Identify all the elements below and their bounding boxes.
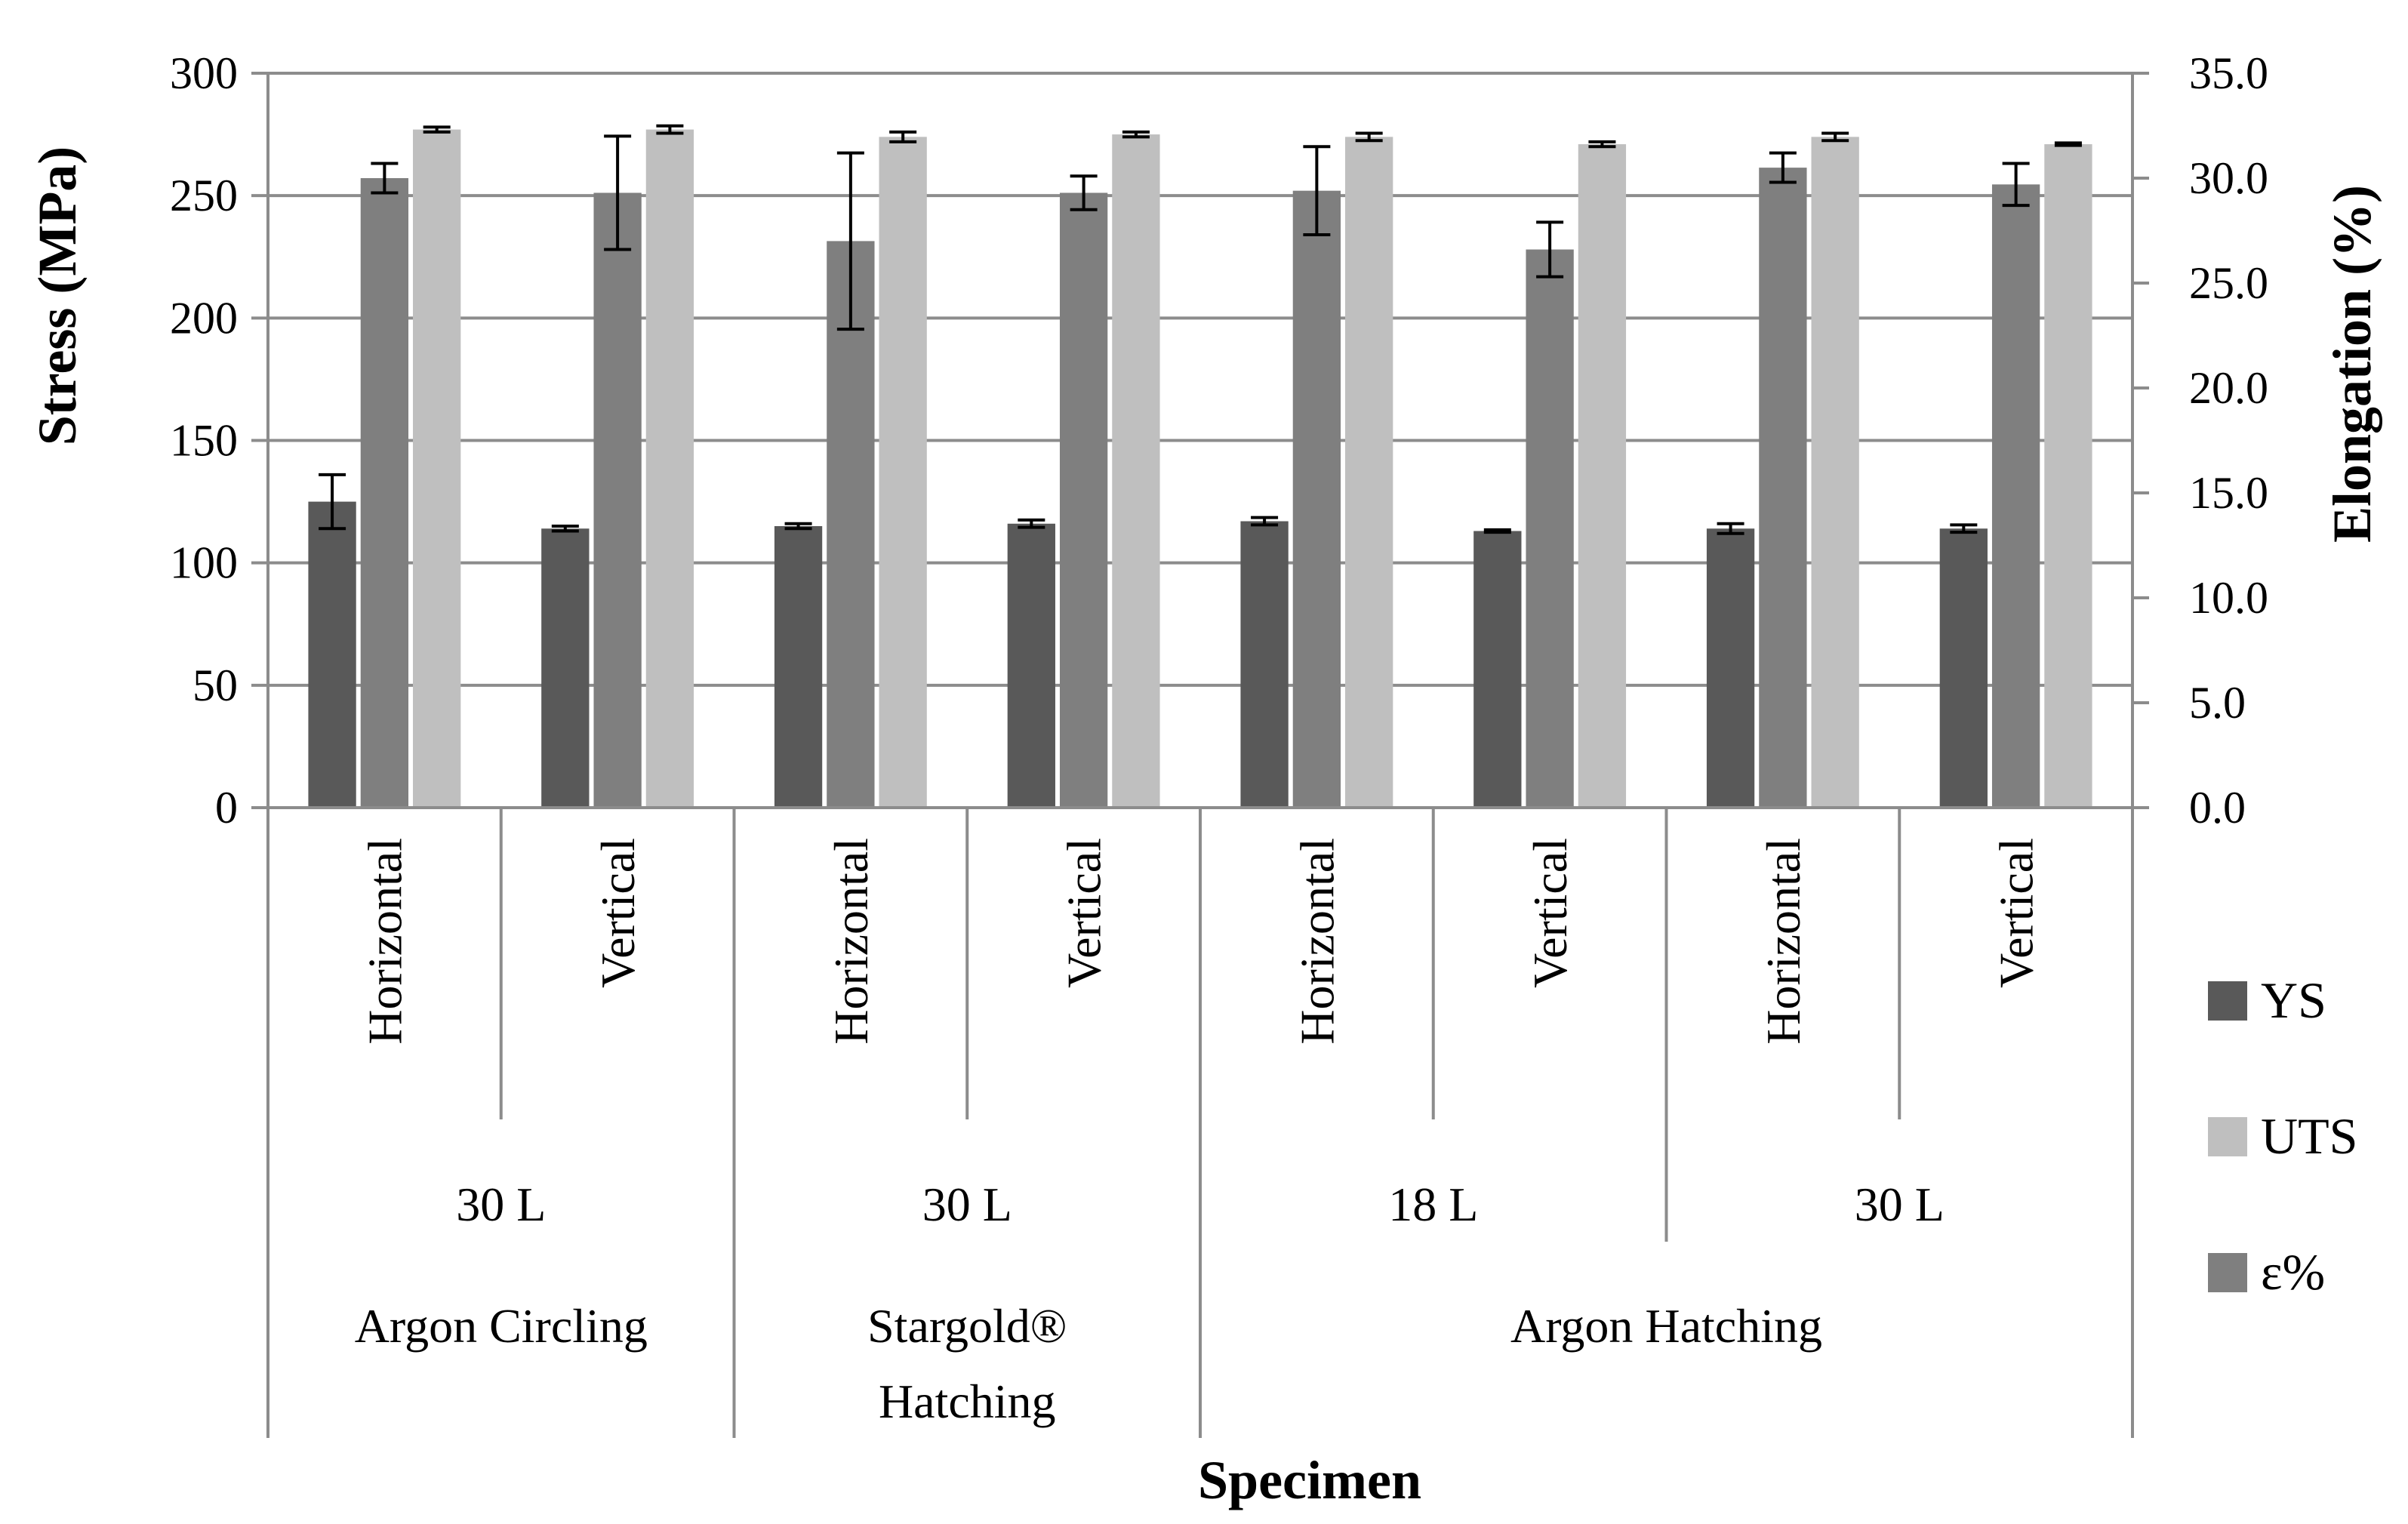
bar-εpct-1 xyxy=(593,192,642,808)
group-label: Hatching xyxy=(879,1375,1056,1428)
bar-uts-2 xyxy=(879,137,927,808)
y-axis-title: Stress (MPa) xyxy=(27,146,88,446)
category-label: Horizontal xyxy=(358,838,411,1045)
y-tick-label: 100 xyxy=(170,538,238,588)
y2-tick-label: 5.0 xyxy=(2189,678,2246,728)
category-label: Vertical xyxy=(1523,838,1577,988)
bar-ys-0 xyxy=(308,501,356,808)
bar-uts-6 xyxy=(1811,137,1859,808)
category-label: Vertical xyxy=(1990,838,2043,988)
legend-label: ε% xyxy=(2261,1243,2325,1301)
y-tick-label: 150 xyxy=(170,416,238,466)
bars xyxy=(308,124,2092,808)
bar-uts-7 xyxy=(2044,144,2092,808)
legend-label: YS xyxy=(2261,971,2326,1029)
subgroup-label: 30 L xyxy=(922,1178,1012,1231)
bar-εpct-0 xyxy=(360,178,409,808)
bar-ys-3 xyxy=(1007,523,1055,808)
group-label: Argon Circling xyxy=(355,1299,648,1353)
x-axis-title: Specimen xyxy=(1198,1450,1421,1510)
legend-swatch xyxy=(2208,1253,2247,1292)
category-label: Horizontal xyxy=(824,838,878,1045)
legend-swatch xyxy=(2208,981,2247,1021)
subgroup-label: 30 L xyxy=(456,1178,546,1231)
bar-uts-3 xyxy=(1112,134,1160,808)
y2-tick-label: 30.0 xyxy=(2189,153,2268,203)
category-label: Vertical xyxy=(1058,838,1111,988)
bar-ys-1 xyxy=(541,528,590,808)
labels: 0 50 100 150 200 250 300 0.0 5.0 10.0 15.0 20.0 25.0… xyxy=(170,48,2268,1428)
y-tick-label: 300 xyxy=(170,48,238,98)
axes xyxy=(251,72,2149,1438)
y-tick-label: 200 xyxy=(170,293,238,343)
y2-tick-label: 20.0 xyxy=(2189,363,2268,413)
bar-εpct-5 xyxy=(1526,249,1574,808)
bar-uts-5 xyxy=(1578,144,1627,808)
y2-tick-label: 15.0 xyxy=(2189,468,2268,518)
bar-uts-0 xyxy=(413,129,461,808)
bar-ys-6 xyxy=(1706,528,1755,808)
bar-εpct-2 xyxy=(827,241,875,808)
bar-εpct-6 xyxy=(1759,168,1807,808)
group-label: Stargold® xyxy=(867,1299,1067,1353)
category-label: Horizontal xyxy=(1290,838,1344,1045)
y2-tick-label: 0.0 xyxy=(2189,783,2246,833)
category-label: Vertical xyxy=(591,838,645,988)
bar-ys-5 xyxy=(1473,531,1522,808)
y-tick-label: 50 xyxy=(192,660,238,710)
legend-swatch xyxy=(2208,1117,2247,1156)
bar-uts-4 xyxy=(1345,137,1393,808)
category-label: Horizontal xyxy=(1757,838,1810,1045)
y2-axis-title: Elongation (%) xyxy=(2322,185,2382,543)
bar-ys-4 xyxy=(1240,521,1289,808)
y2-tick-label: 25.0 xyxy=(2189,258,2268,308)
bar-ys-7 xyxy=(1939,528,1988,808)
bar-εpct-7 xyxy=(1991,184,2040,808)
group-label: Argon Hatching xyxy=(1510,1299,1822,1353)
legend: YS UTS ε% xyxy=(2208,971,2357,1301)
y2-tick-label: 35.0 xyxy=(2189,48,2268,98)
y2-tick-label: 10.0 xyxy=(2189,573,2268,623)
subgroup-label: 30 L xyxy=(1855,1178,1945,1231)
bar-εpct-4 xyxy=(1292,190,1341,808)
legend-label: UTS xyxy=(2261,1107,2357,1165)
y-tick-label: 0 xyxy=(215,783,238,833)
bar-εpct-3 xyxy=(1059,192,1108,808)
y-tick-label: 250 xyxy=(170,171,238,220)
subgroup-label: 18 L xyxy=(1388,1178,1478,1231)
bar-ys-2 xyxy=(774,526,823,808)
bar-uts-1 xyxy=(645,129,694,808)
